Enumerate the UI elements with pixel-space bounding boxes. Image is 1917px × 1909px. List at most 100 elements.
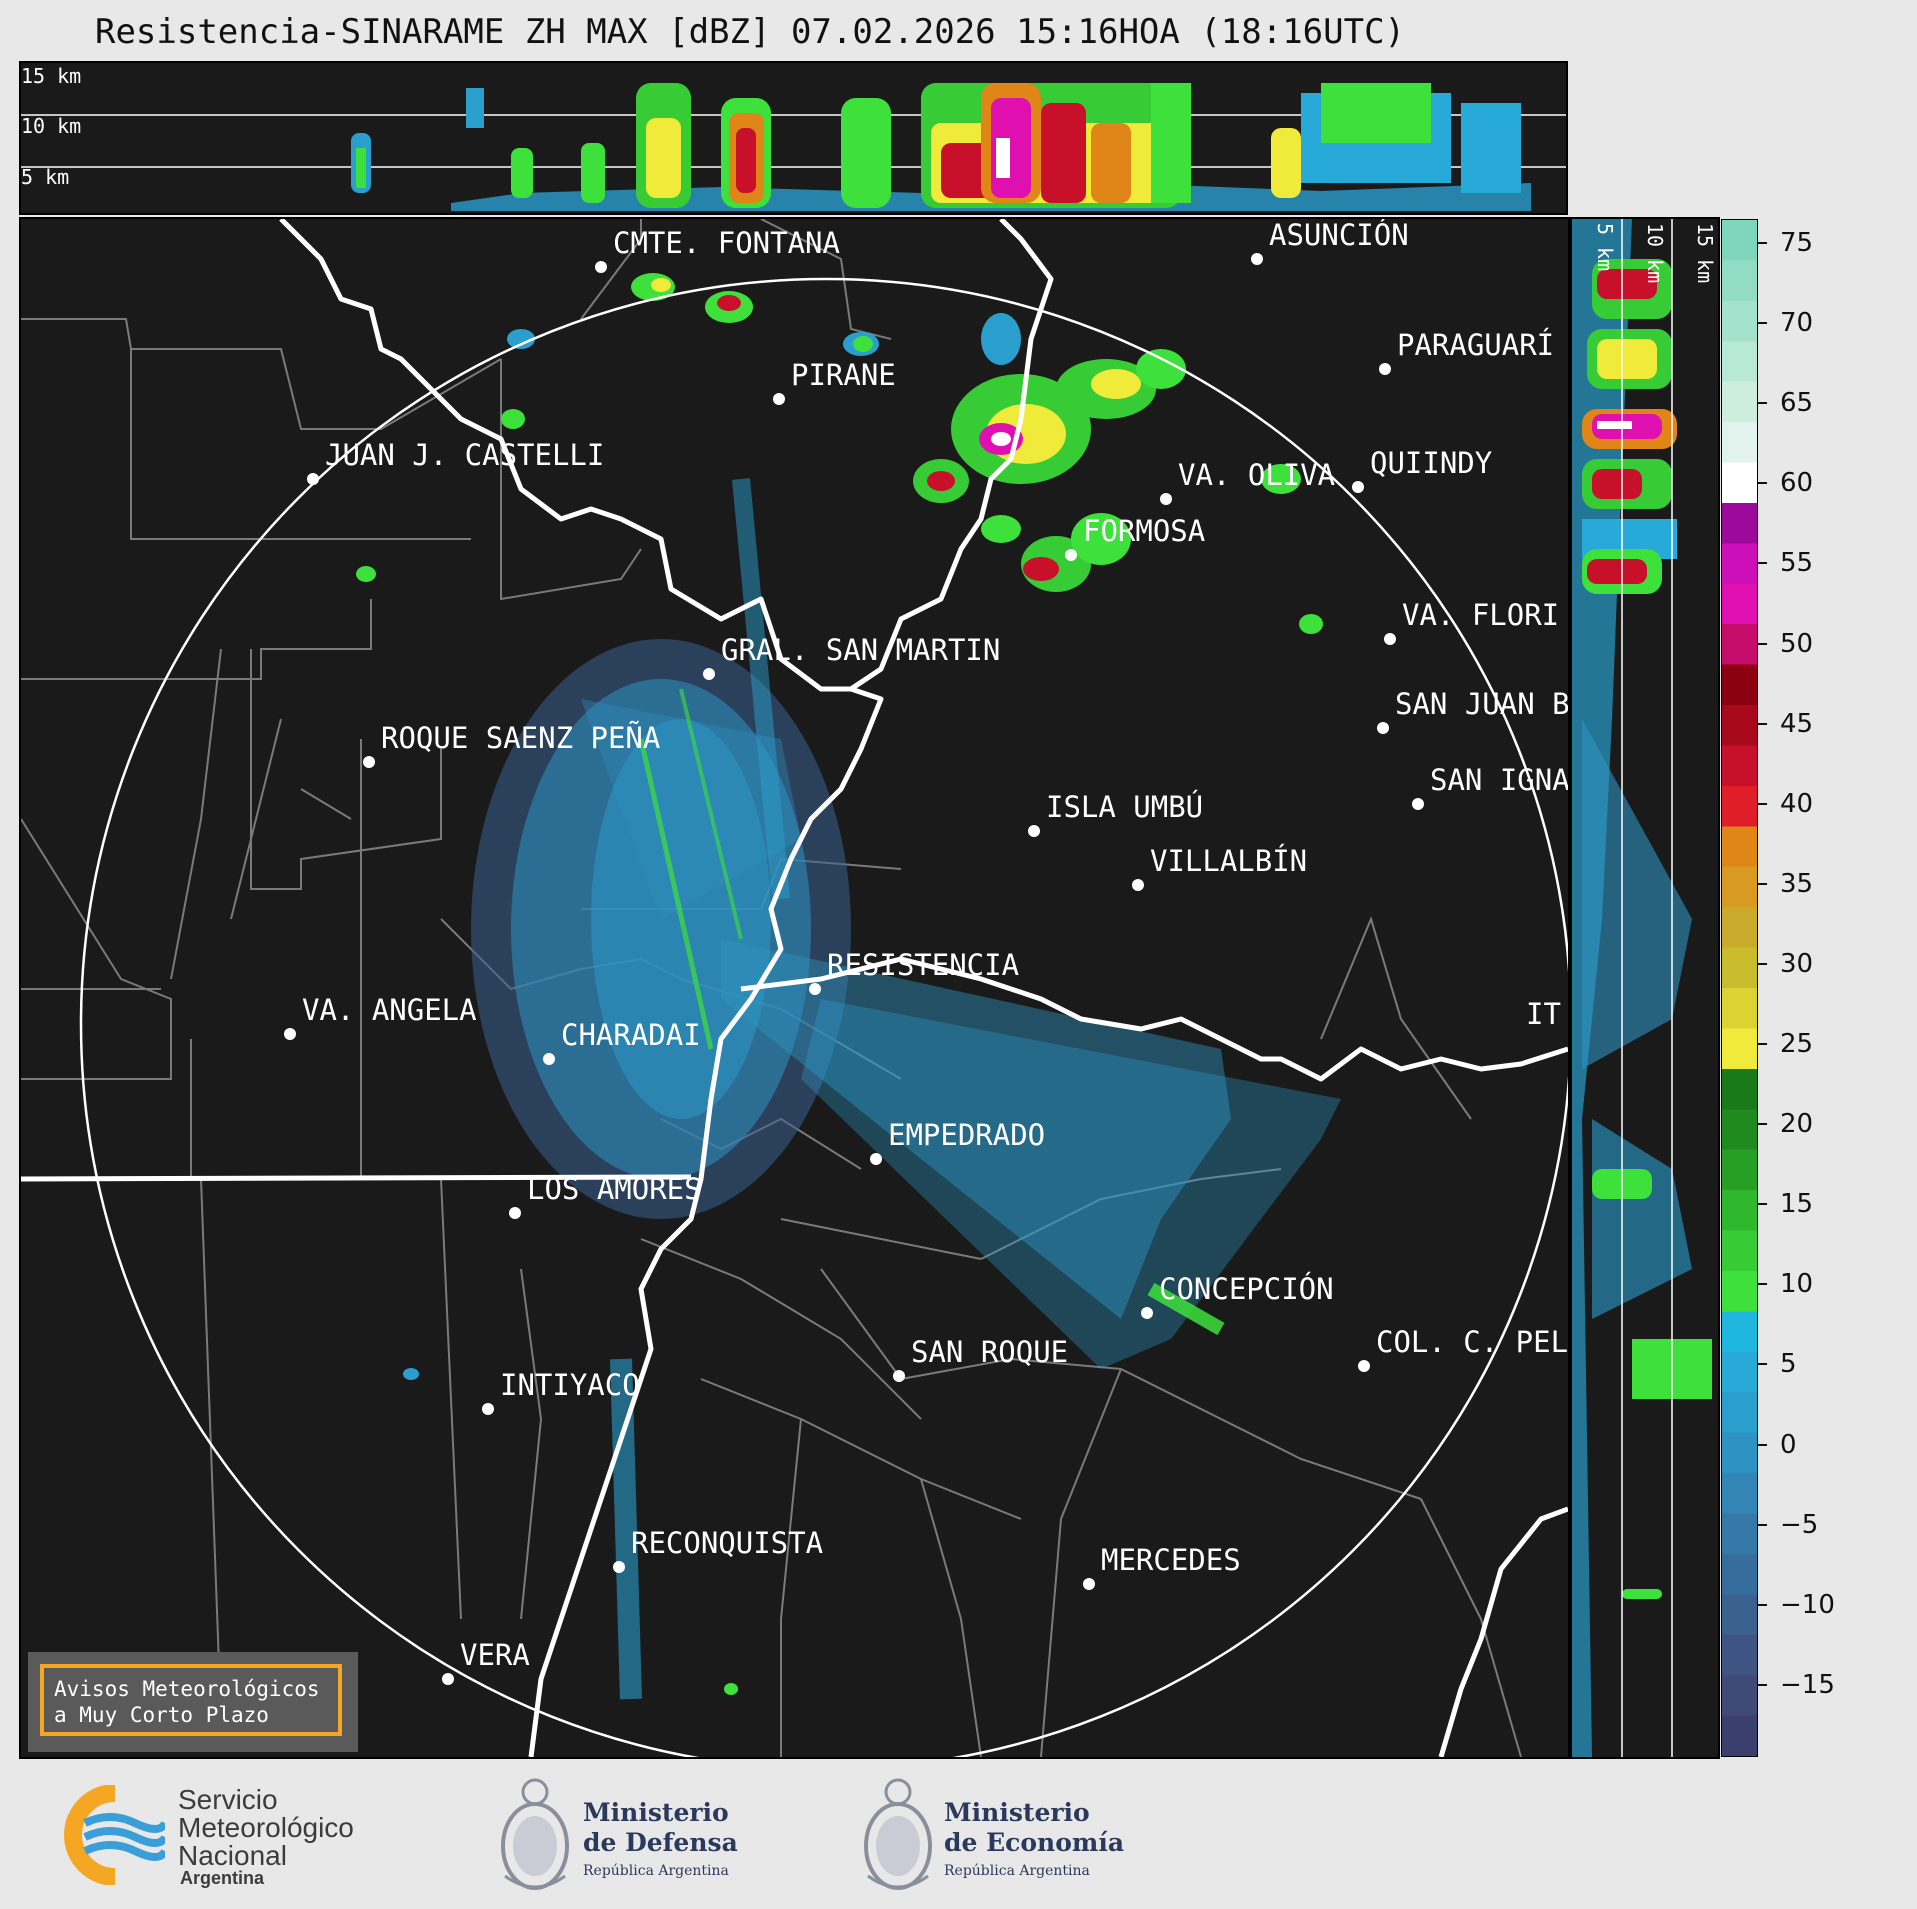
city-gral-san-martin[interactable]: GRAL. SAN MARTIN: [703, 633, 1000, 680]
colorbar-tick-mark: [1758, 562, 1767, 565]
city-mercedes[interactable]: MERCEDES: [1083, 1543, 1241, 1590]
city-col-c-pel[interactable]: COL. C. PEL: [1358, 1325, 1568, 1372]
colorbar-tick-mark: [1758, 1603, 1767, 1606]
city-va-angela[interactable]: VA. ANGELA: [284, 993, 477, 1040]
colorbar-tick-mark: [1758, 482, 1767, 485]
svg-text:QUIINDY: QUIINDY: [1370, 446, 1492, 480]
svg-text:GRAL. SAN MARTIN: GRAL. SAN MARTIN: [721, 633, 1000, 667]
national-borders: [21, 219, 1568, 1757]
smn-logo-icon: [64, 1785, 165, 1885]
city-concepcion[interactable]: CONCEPCIÓN: [1141, 1272, 1334, 1319]
city-juan-j-castelli[interactable]: JUAN J. CASTELLI: [307, 438, 604, 485]
defensa-name: Ministerio de Defensa: [583, 1798, 738, 1858]
colorbar-tick-label: 0: [1780, 1429, 1797, 1460]
city-isla-umbu[interactable]: ISLA UMBÚ: [1028, 790, 1203, 837]
city-va-flori[interactable]: VA. FLORI: [1384, 598, 1559, 645]
colorbar-tick-label: 30: [1780, 948, 1814, 979]
colorbar-tick-mark: [1758, 802, 1767, 805]
right-height-label-10: 10 km: [1643, 223, 1667, 283]
notice-line-1: Avisos Meteorológicos: [54, 1677, 320, 1701]
smn-country: Argentina: [180, 1868, 265, 1888]
city-asuncion[interactable]: ASUNCIÓN: [1251, 219, 1409, 265]
svg-text:FORMOSA: FORMOSA: [1083, 514, 1205, 548]
defensa-seal-icon: [501, 1778, 569, 1890]
right-height-label-5: 5 km: [1593, 223, 1617, 271]
city-charadai[interactable]: CHARADAI: [543, 1018, 701, 1065]
notice-box[interactable]: Avisos Meteorológicos a Muy Corto Plazo: [28, 1652, 358, 1752]
city-san-juan-b[interactable]: SAN JUAN B: [1377, 687, 1568, 734]
colorbar-tick-label: 40: [1780, 788, 1814, 819]
svg-text:IT: IT: [1526, 997, 1561, 1031]
economia-line-1: Ministerio: [944, 1798, 1090, 1827]
svg-text:EMPEDRADO: EMPEDRADO: [888, 1118, 1045, 1152]
city-los-amores[interactable]: LOS AMORES: [509, 1172, 702, 1219]
defensa-line-2: de Defensa: [583, 1828, 738, 1857]
city-vera[interactable]: VERA: [442, 1638, 530, 1685]
radar-range-ring: [79, 277, 1568, 1757]
city-villalbin[interactable]: VILLALBÍN: [1132, 844, 1307, 891]
colorbar-tick-mark: [1758, 1043, 1767, 1046]
height-label-5: 5 km: [21, 165, 69, 189]
city-paraguari[interactable]: PARAGUARÍ: [1379, 328, 1554, 375]
colorbar-tick-mark: [1758, 242, 1767, 245]
radar-map[interactable]: CMTE. FONTANA ASUNCIÓN PARAGUARÍ PIRANE …: [19, 217, 1570, 1759]
svg-text:RESISTENCIA: RESISTENCIA: [827, 948, 1019, 982]
notice-line-2: a Muy Corto Plazo: [54, 1703, 269, 1727]
height-label-15: 15 km: [21, 64, 81, 88]
colorbar-tick-label: −10: [1780, 1589, 1835, 1620]
colorbar-tick-mark: [1758, 1203, 1767, 1206]
colorbar-tick-label: 60: [1780, 468, 1814, 499]
svg-text:MERCEDES: MERCEDES: [1101, 1543, 1241, 1577]
city-va-oliva[interactable]: VA. OLIVA: [1160, 458, 1335, 505]
top-cross-section-panel: 15 km 10 km 5 km: [19, 61, 1568, 215]
right-echo-field: [1572, 219, 1712, 1757]
svg-text:INTIYACO: INTIYACO: [500, 1368, 640, 1402]
svg-text:SAN JUAN B: SAN JUAN B: [1395, 687, 1568, 721]
economia-name: Ministerio de Economía: [944, 1798, 1124, 1858]
colorbar-tick-mark: [1758, 322, 1767, 325]
colorbar-tick-label: 50: [1780, 628, 1814, 659]
svg-text:ASUNCIÓN: ASUNCIÓN: [1269, 219, 1409, 252]
smn-line-3: Nacional: [178, 1840, 287, 1871]
city-it[interactable]: IT: [1526, 997, 1561, 1031]
colorbar-tick-label: 65: [1780, 388, 1814, 419]
city-san-roque[interactable]: SAN ROQUE: [893, 1335, 1068, 1382]
city-reconquista[interactable]: RECONQUISTA: [613, 1526, 823, 1573]
footer-logos: Servicio Meteorológico Nacional Argentin…: [0, 1760, 1917, 1909]
svg-text:PIRANE: PIRANE: [791, 358, 896, 392]
colorbar-tick-mark: [1758, 1443, 1767, 1446]
defensa-line-1: Ministerio: [583, 1798, 729, 1827]
city-empedrado[interactable]: EMPEDRADO: [870, 1118, 1045, 1165]
colorbar-tick-mark: [1758, 1363, 1767, 1366]
economia-line-2: de Economía: [944, 1828, 1125, 1857]
svg-text:JUAN J. CASTELLI: JUAN J. CASTELLI: [325, 438, 604, 472]
smn-line-1: Servicio: [178, 1784, 278, 1815]
city-quiindy[interactable]: QUIINDY: [1352, 446, 1492, 493]
svg-text:VA. ANGELA: VA. ANGELA: [302, 993, 477, 1027]
city-pirane[interactable]: PIRANE: [773, 358, 896, 405]
city-formosa[interactable]: FORMOSA: [1065, 514, 1205, 561]
dbz-colorbar: [1721, 219, 1758, 1757]
colorbar-tick-mark: [1758, 882, 1767, 885]
city-san-igna[interactable]: SAN IGNA: [1412, 763, 1568, 810]
colorbar-tick-label: 15: [1780, 1189, 1814, 1220]
city-roque-saenz-pena[interactable]: ROQUE SAENZ PEÑA: [363, 721, 660, 768]
colorbar-tick-label: 5: [1780, 1349, 1797, 1380]
economia-republica: República Argentina: [944, 1863, 1090, 1879]
colorbar-tick-label: 25: [1780, 1029, 1814, 1060]
city-labels: CMTE. FONTANA ASUNCIÓN PARAGUARÍ PIRANE …: [284, 219, 1568, 1685]
svg-text:COL. C. PEL: COL. C. PEL: [1376, 1325, 1568, 1359]
city-resistencia[interactable]: RESISTENCIA: [809, 948, 1019, 995]
defensa-republica: República Argentina: [583, 1863, 729, 1879]
svg-text:CMTE. FONTANA: CMTE. FONTANA: [613, 226, 840, 260]
top-echo-field: [351, 83, 1531, 211]
colorbar-tick-label: 20: [1780, 1109, 1814, 1140]
city-cmte-fontana[interactable]: CMTE. FONTANA: [595, 226, 840, 273]
city-intiyaco[interactable]: INTIYACO: [482, 1368, 640, 1415]
right-cross-section-panel: 5 km 10 km 15 km: [1570, 217, 1720, 1759]
colorbar-tick-label: −15: [1780, 1669, 1835, 1700]
colorbar-tick-label: 55: [1780, 548, 1814, 579]
svg-text:CONCEPCIÓN: CONCEPCIÓN: [1159, 1272, 1334, 1306]
colorbar-tick-label: 10: [1780, 1269, 1814, 1300]
